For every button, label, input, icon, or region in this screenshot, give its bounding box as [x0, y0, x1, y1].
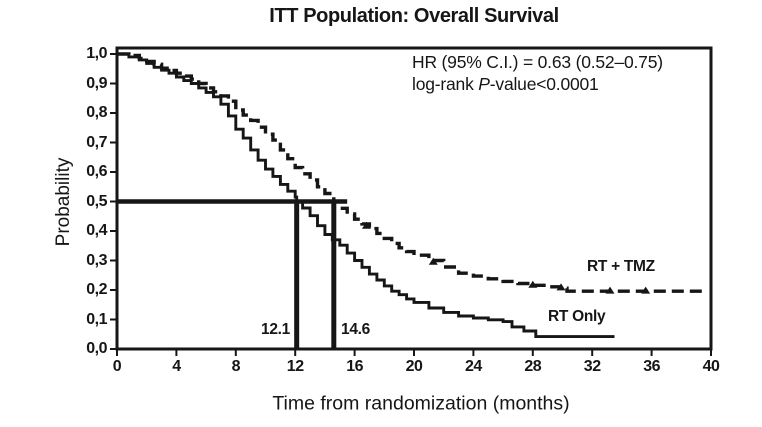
- median-label-rt-only: 12.1: [261, 321, 290, 338]
- x-tick-label: 4: [172, 358, 181, 375]
- hr-annotation: HR (95% C.I.) = 0.63 (0.52–0.75) log-ran…: [412, 51, 663, 95]
- y-tick-label: 1,0: [86, 45, 107, 62]
- curve-rt-only: [117, 52, 615, 339]
- censor-mark: [428, 257, 438, 265]
- y-tick-label: 0,3: [86, 251, 107, 269]
- y-tick-label: 0,5: [86, 192, 107, 210]
- x-tick-label: 32: [583, 358, 601, 375]
- x-tick-label: 8: [231, 358, 241, 375]
- y-tick-label: 0,8: [86, 104, 107, 121]
- y-tick-label: 0,2: [86, 281, 107, 298]
- censor-mark: [528, 280, 538, 288]
- censor-mark: [556, 283, 566, 291]
- x-tick-label: 40: [702, 358, 720, 375]
- legend-rt-only: RT Only: [548, 308, 606, 325]
- censor-mark: [361, 221, 371, 229]
- x-tick-label: 24: [464, 358, 482, 375]
- y-tick-label: 0,1: [86, 310, 107, 328]
- curve-rt-tmz: [117, 52, 703, 293]
- x-tick-label: 28: [524, 358, 542, 375]
- logrank-line: log-rank P-value<0.0001: [412, 74, 599, 94]
- median-label-rt-tmz: 14.6: [341, 321, 370, 338]
- x-tick-label: 16: [346, 358, 363, 375]
- y-tick-label: 0,6: [86, 163, 107, 180]
- y-axis-title: Probability: [53, 157, 74, 247]
- y-tick-label: 0,7: [86, 133, 107, 151]
- x-axis-title: Time from randomization (months): [272, 392, 570, 415]
- y-tick-label: 0,9: [86, 74, 107, 92]
- x-tick-label: 0: [112, 358, 122, 375]
- legend-rt-tmz: RT + TMZ: [587, 258, 655, 275]
- x-tick-label: 36: [643, 358, 660, 375]
- y-tick-label: 0,0: [86, 340, 107, 357]
- censor-mark: [641, 286, 651, 294]
- y-tick-label: 0,4: [86, 222, 107, 239]
- censor-mark: [605, 286, 615, 294]
- hr-value-line: HR (95% C.I.) = 0.63 (0.52–0.75): [412, 52, 663, 72]
- x-tick-label: 20: [405, 358, 423, 375]
- chart-title: ITT Population: Overall Survival: [269, 5, 559, 27]
- x-tick-label: 12: [286, 358, 304, 375]
